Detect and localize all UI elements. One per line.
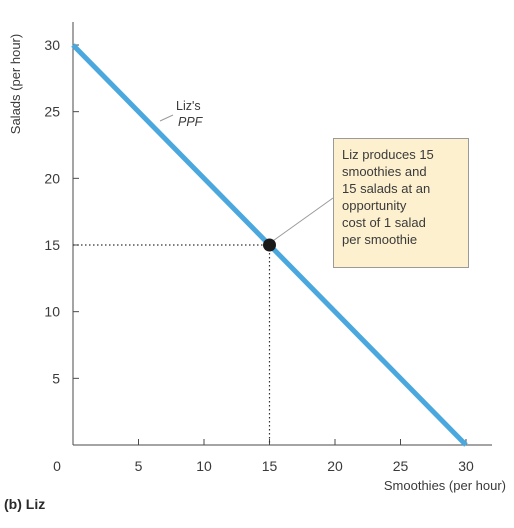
production-point [263, 238, 276, 252]
y-tick-label: 5 [52, 370, 60, 386]
annotation-box: Liz produces 15 smoothies and 15 salads … [333, 138, 469, 268]
panel-caption: (b) Liz [4, 496, 46, 512]
annotation-line: per smoothie [342, 232, 418, 247]
ppf-label-name: PPF [178, 115, 204, 129]
x-tick-label: 30 [458, 458, 474, 474]
y-tick-label: 10 [44, 304, 60, 320]
ppf-label-leader [159, 114, 174, 122]
x-tick-label: 20 [327, 458, 343, 474]
y-tick-label: 15 [44, 237, 60, 253]
x-axis-title: Smoothies (per hour) [384, 478, 506, 493]
guide-lines [73, 244, 271, 445]
y-tick-label: 25 [44, 104, 60, 120]
y-axis-title: Salads (per hour) [8, 34, 23, 134]
x-tick-label: 25 [393, 458, 409, 474]
x-tick-label: 15 [262, 458, 278, 474]
x-tick-group: 0 5 10 15 20 25 30 [53, 439, 474, 474]
x-tick-label: 0 [53, 458, 61, 474]
annotation-line: cost of 1 salad [342, 215, 426, 230]
y-tick-group: 5 10 15 20 25 30 [44, 37, 79, 386]
y-tick-label: 20 [44, 170, 60, 186]
x-tick-label: 10 [196, 458, 212, 474]
point-group [263, 238, 276, 252]
annotation-line: 15 salads at an [342, 181, 431, 196]
y-tick-label: 30 [44, 37, 60, 53]
ppf-label-prefix: Liz's [176, 99, 201, 113]
annotation-line: opportunity [342, 198, 407, 213]
x-tick-label: 5 [135, 458, 143, 474]
annotation-line: smoothies and [342, 164, 427, 179]
annotation-line: Liz produces 15 [342, 147, 434, 162]
annotation-leader [269, 197, 334, 244]
